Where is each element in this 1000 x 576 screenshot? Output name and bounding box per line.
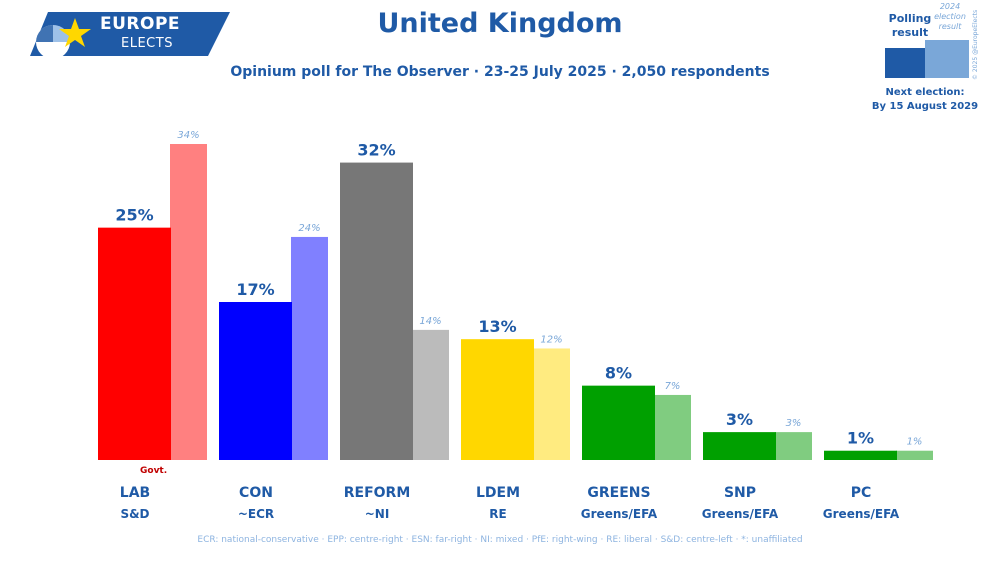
poll-bar-ldem <box>461 339 534 460</box>
logo-graphic <box>30 12 230 59</box>
election-value-label-con: 24% <box>298 223 320 234</box>
party-group-pc: Greens/EFA <box>822 507 900 521</box>
legend-poll-label: Polling result <box>888 12 932 39</box>
legend-poll-swatch <box>885 48 925 78</box>
government-marker: Govt. <box>140 466 168 476</box>
party-group-lab: S&D <box>120 507 150 521</box>
poll-bar-greens <box>582 385 655 460</box>
legend-graphic <box>885 40 969 78</box>
party-name-pc: PC <box>850 485 872 501</box>
chart-title: United Kingdom <box>377 8 623 39</box>
poll-bar-pc <box>824 450 897 460</box>
election-bar-con <box>291 236 328 460</box>
poll-bar-lab <box>98 227 171 460</box>
party-name-con: CON <box>239 485 273 501</box>
party-group-snp: Greens/EFA <box>701 507 779 521</box>
footer-glossary: ECR: national-conservative · EPP: centre… <box>197 535 803 545</box>
poll-bar-reform <box>340 162 413 460</box>
party-name-ldem: LDEM <box>475 485 521 501</box>
poll-bar-con <box>219 302 292 460</box>
poll-value-label-greens: 8% <box>605 364 632 383</box>
election-value-label-snp: 3% <box>786 418 802 429</box>
poll-value-label-lab: 25% <box>115 206 153 225</box>
europe-elects-logo <box>30 10 230 59</box>
election-bar-ldem <box>533 348 570 460</box>
party-group-ldem: RE <box>489 507 507 521</box>
legend-election-label: 2024 election result <box>934 2 966 31</box>
logo-text-elects: ELECTS <box>121 36 173 51</box>
election-value-label-ldem: 12% <box>540 334 562 345</box>
election-value-label-greens: 7% <box>665 381 681 392</box>
election-bar-snp <box>775 432 812 460</box>
next-election: Next election: By 15 August 2029 <box>860 86 990 114</box>
chart-subtitle: Opinium poll for The Observer · 23-25 Ju… <box>230 64 770 80</box>
legend-election-swatch <box>925 40 969 78</box>
logo-text-europe: EUROPE <box>100 14 181 34</box>
next-election-date: By 15 August 2029 <box>871 101 979 112</box>
party-name-reform: REFORM <box>343 485 411 501</box>
election-bar-reform <box>412 329 449 460</box>
party-group-greens: Greens/EFA <box>580 507 658 521</box>
party-name-greens: GREENS <box>587 485 651 501</box>
poll-value-label-ldem: 13% <box>478 317 516 336</box>
next-election-label: Next election: <box>885 87 965 98</box>
party-group-reform: ~NI <box>364 507 390 521</box>
poll-value-label-con: 17% <box>236 280 274 299</box>
poll-value-label-reform: 32% <box>357 141 395 160</box>
election-bar-greens <box>654 394 691 460</box>
election-value-label-reform: 14% <box>419 316 441 327</box>
election-bar-lab <box>170 144 207 460</box>
election-value-label-pc: 1% <box>907 437 923 448</box>
poll-value-label-snp: 3% <box>726 410 753 429</box>
party-name-lab: LAB <box>119 485 151 501</box>
poll-value-label-pc: 1% <box>847 429 874 448</box>
election-bar-pc <box>896 450 933 460</box>
party-name-snp: SNP <box>723 485 757 501</box>
election-value-label-lab: 34% <box>177 130 199 141</box>
poll-bar-snp <box>703 432 776 460</box>
party-group-con: ~ECR <box>237 507 275 521</box>
